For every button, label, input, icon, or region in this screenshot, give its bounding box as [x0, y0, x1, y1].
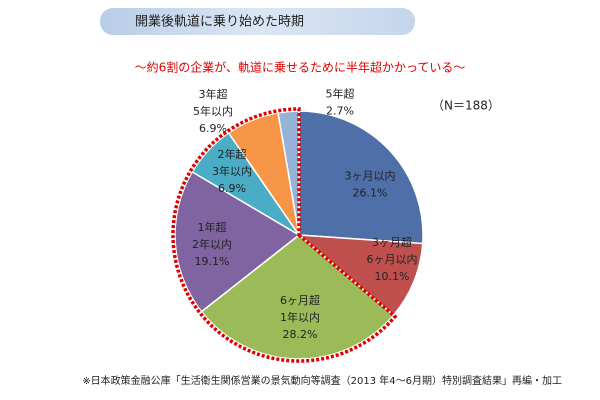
- slice-label: 5年以内: [193, 104, 233, 118]
- slice-label: 2年超: [218, 147, 247, 161]
- value-label: 26.1%: [353, 187, 388, 200]
- value-label: 2.7%: [326, 105, 354, 118]
- title-banner: [100, 8, 415, 35]
- highlight-outline: [171, 107, 398, 363]
- slice-label: 3年超: [199, 87, 228, 101]
- footnote: ※日本政策金融公庫「生活衛生関係営業の景気動向等調査（2013 年4～6月期）特…: [82, 374, 562, 387]
- slice-label: 3ヶ月超: [372, 235, 412, 249]
- slice-label: 3年以内: [212, 164, 252, 178]
- pie-slice: [174, 170, 301, 313]
- slice-label: 1年超: [198, 220, 227, 234]
- slice-label: 2年以内: [192, 237, 232, 251]
- value-label: 10.1%: [375, 270, 410, 283]
- slice-label: 6ヶ月以内: [367, 252, 418, 266]
- subtitle: ～約6割の企業が、軌道に乗せるために半年超かかっている～: [135, 60, 466, 75]
- slice-label: 3ヶ月以内: [345, 169, 396, 183]
- pie-slice: [200, 234, 395, 360]
- slice-label: 1年以内: [280, 310, 320, 324]
- pie-slice: [298, 110, 424, 245]
- slice-label: 5年超: [326, 87, 355, 101]
- value-label: 6.9%: [199, 122, 227, 135]
- chart-title: 開業後軌道に乗り始めた時期: [135, 14, 304, 30]
- value-label: 28.2%: [283, 328, 318, 341]
- annotation: （N＝188）: [432, 99, 500, 113]
- pie-slice: [296, 234, 424, 317]
- slice-label: 6ヶ月超: [280, 293, 320, 307]
- value-label: 19.1%: [195, 255, 230, 268]
- value-label: 6.9%: [218, 182, 246, 195]
